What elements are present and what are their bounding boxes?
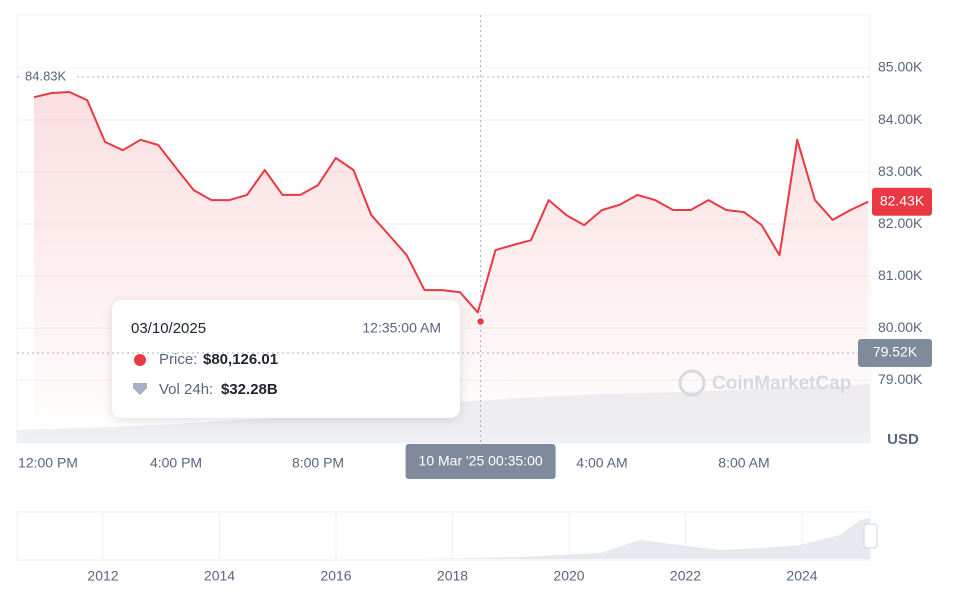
tooltip-price-dot xyxy=(134,354,146,366)
x-tick-label: 8:00 AM xyxy=(718,455,769,471)
navigator-label: 2014 xyxy=(204,568,235,584)
watermark-text: CoinMarketCap xyxy=(712,373,851,394)
price-line xyxy=(33,91,869,314)
x-tick-label: 4:00 AM xyxy=(576,455,627,471)
tooltip-volume-label: Vol 24h: xyxy=(159,381,213,398)
current-label: 82.43K xyxy=(880,192,925,208)
navigator-label: 2022 xyxy=(670,568,701,584)
tooltip-date: 03/10/2025 xyxy=(131,320,206,337)
tooltip-time: 12:35:00 AM xyxy=(362,320,441,336)
tooltip-volume: $32.28B xyxy=(221,381,278,398)
y-unit: USD xyxy=(887,431,919,448)
y-tick-label: 79.00K xyxy=(878,371,923,387)
x-tick-label: 4:00 PM xyxy=(150,455,202,471)
y-tick-label: 85.00K xyxy=(878,59,923,75)
overlay: 79.00K 80.00K 81.00K 82.00K 83.00K 84.00K 85.0… xyxy=(17,15,932,479)
navigator-area xyxy=(17,518,870,559)
tooltip: 03/10/2025 12:35:00 AM Price: $80,126.01… xyxy=(112,300,460,418)
y-tick-label: 82.00K xyxy=(878,215,923,231)
tooltip-box xyxy=(112,300,460,418)
navigator-label: 2018 xyxy=(437,568,468,584)
tooltip-price-label: Price: xyxy=(159,351,197,368)
navigator-label: 2020 xyxy=(553,568,584,584)
navigator-handle[interactable] xyxy=(863,523,878,549)
y-tick-label: 83.00K xyxy=(878,163,923,179)
high-label: 84.83K xyxy=(25,68,67,83)
navigator-label: 2016 xyxy=(320,568,351,584)
crosshair-label-bg xyxy=(405,444,556,479)
y-tick-label: 81.00K xyxy=(878,267,923,283)
high-label-bg xyxy=(22,67,74,86)
tooltip-price: $80,126.01 xyxy=(203,351,278,368)
crosshair-label: 10 Mar '25 00:35:00 xyxy=(419,453,543,469)
x-tick-label: 8:00 PM xyxy=(292,455,344,471)
crosshair-point xyxy=(475,316,486,327)
watermark: CoinMarketCap xyxy=(678,369,851,397)
current-label-bg xyxy=(872,187,932,216)
low-label: 79.52K xyxy=(873,344,918,360)
y-tick-label: 80.00K xyxy=(878,319,923,335)
navigator-axis: 2012 2014 2016 2018 2020 2022 2024 xyxy=(87,512,818,584)
navigator-label: 2024 xyxy=(786,568,817,584)
y-tick-label: 84.00K xyxy=(878,111,923,127)
x-tick-label: 12:00 PM xyxy=(18,455,78,471)
low-label-bg xyxy=(858,339,932,368)
tooltip-volume-icon xyxy=(133,383,147,395)
navigator xyxy=(16,511,871,561)
navigator-label: 2012 xyxy=(87,568,118,584)
